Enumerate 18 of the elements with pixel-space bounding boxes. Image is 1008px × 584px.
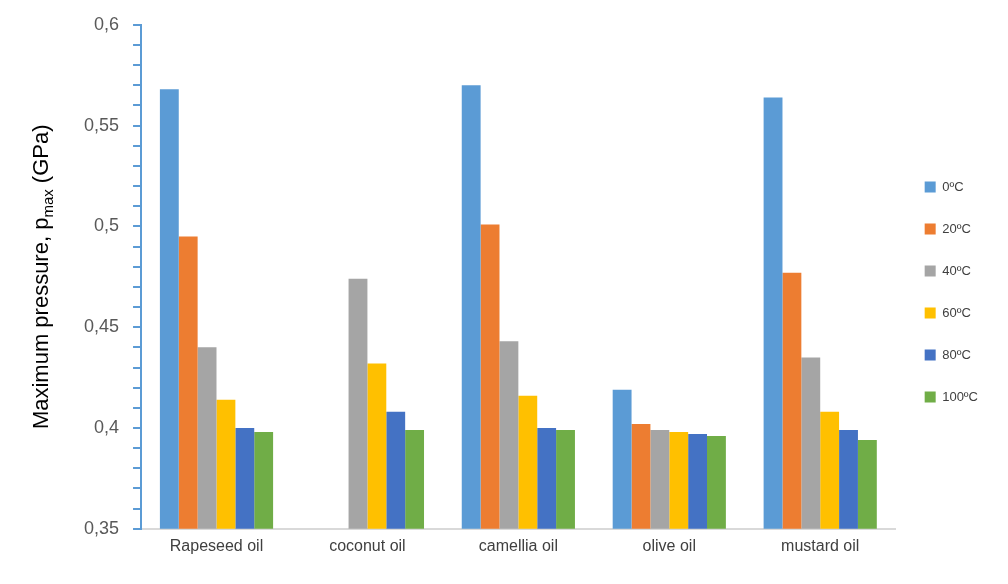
y-tick-label: 0,4 <box>94 416 120 437</box>
y-tick-label: 0,55 <box>83 114 120 135</box>
y-tick-label: 0,6 <box>94 13 120 34</box>
legend-label: 40ºC <box>942 262 971 278</box>
legend-label: 100ºC <box>942 388 978 404</box>
x-tick-label: mustard oil <box>781 536 860 554</box>
y-tick-label: 0,35 <box>83 517 120 538</box>
x-tick-label: Rapeseed oil <box>169 536 264 554</box>
x-tick-label: olive oil <box>642 536 696 554</box>
legend-label: 80ºC <box>942 346 971 362</box>
y-tick-label: 0,5 <box>94 215 120 236</box>
y-tick-label: 0,45 <box>83 316 120 337</box>
x-tick-label: coconut oil <box>329 536 406 554</box>
legend-label: 0ºC <box>942 178 964 194</box>
legend-label: 20ºC <box>942 220 971 236</box>
y-axis-title: Maximum pressure, pmax (GPa) <box>28 124 56 430</box>
x-tick-label: camellia oil <box>478 536 558 554</box>
legend-label: 60ºC <box>942 304 971 320</box>
